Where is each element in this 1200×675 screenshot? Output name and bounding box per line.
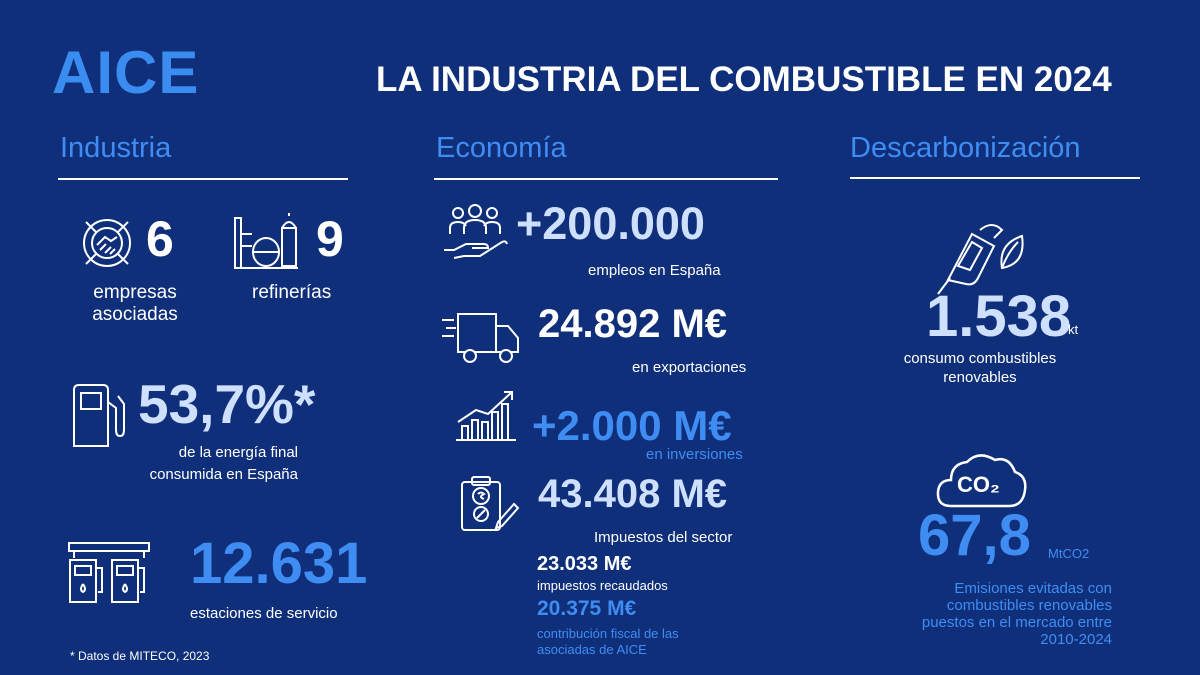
energia-value: 53,7%*: [138, 373, 316, 435]
energia-label: de la energía final consumida en España: [110, 444, 298, 483]
renovables-label-line2: renovables: [943, 369, 1017, 386]
renovables-unit: kt: [1068, 322, 1079, 337]
refinerias-value: 9: [316, 211, 344, 267]
contribucion-label-line1: contribución fiscal de las: [537, 626, 679, 641]
delivery-truck-icon: [440, 310, 520, 366]
empresas-value: 6: [146, 211, 174, 267]
people-hand-icon: [442, 204, 508, 262]
estaciones-value: 12.631: [190, 531, 368, 596]
divider-industria: [58, 178, 348, 180]
emisiones-label-line1: Emisiones evitadas con: [954, 580, 1112, 597]
growth-chart-icon: [454, 388, 518, 444]
divider-economia: [434, 178, 778, 180]
fuel-pump-icon: [70, 382, 128, 450]
co2-label: CO₂: [957, 472, 1000, 497]
contribucion-value: 20.375 M€: [537, 597, 637, 620]
inversiones-label: en inversiones: [646, 446, 743, 463]
emisiones-label-line3: puestos en el mercado entre: [921, 614, 1112, 631]
energia-label-line1: de la energía final: [178, 444, 298, 461]
exportaciones-label: en exportaciones: [632, 359, 747, 376]
footnote: * Datos de MITECO, 2023: [70, 649, 210, 663]
exportaciones-value: 24.892 M€: [538, 302, 728, 346]
refinerias-label: refinerías: [252, 282, 332, 303]
renovables-value: 1.538: [926, 284, 1072, 349]
tax-document-icon: [458, 474, 520, 532]
section-title-industria: Industria: [60, 132, 172, 164]
empleos-value: +200.000: [516, 198, 705, 249]
recaudados-value: 23.033 M€: [537, 553, 632, 575]
emisiones-unit: MtCO2: [1048, 546, 1090, 561]
page-title: LA INDUSTRIA DEL COMBUSTIBLE EN 2024: [376, 60, 1112, 99]
aice-logo: AICE: [52, 39, 200, 106]
fuel-nozzle-leaf-icon: [928, 220, 1024, 300]
contribucion-label-line2: asociadas de AICE: [537, 642, 647, 657]
emisiones-value: 67,8: [918, 503, 1031, 568]
empresas-label-line2: asociadas: [92, 304, 178, 325]
renovables-label: consumo combustibles renovables: [880, 350, 1080, 386]
empleos-label: empleos en España: [588, 262, 721, 279]
section-title-descarbonizacion: Descarbonización: [850, 132, 1081, 164]
emisiones-label: Emisiones evitadas con combustibles reno…: [890, 580, 1112, 648]
energia-label-line2: consumida en España: [149, 466, 298, 483]
impuestos-label: Impuestos del sector: [594, 529, 733, 546]
section-title-economia: Economía: [436, 132, 567, 164]
emisiones-label-line2: combustibles renovables: [946, 597, 1112, 614]
emisiones-label-line4: 2010-2024: [1040, 631, 1112, 648]
inversiones-value: +2.000 M€: [532, 402, 732, 449]
handshake-gear-icon: [76, 212, 138, 274]
renovables-label-line1: consumo combustibles: [903, 350, 1057, 367]
refinery-icon: [232, 212, 300, 270]
estaciones-label: estaciones de servicio: [190, 605, 338, 622]
co2-cloud-icon: CO₂: [935, 452, 1027, 510]
gas-station-icon: [66, 540, 156, 606]
impuestos-value: 43.408 M€: [538, 472, 728, 516]
empresas-label-line1: empresas: [93, 282, 177, 303]
empresas-label: empresas asociadas: [70, 282, 200, 326]
recaudados-label: impuestos recaudados: [537, 578, 668, 593]
contribucion-label: contribución fiscal de las asociadas de …: [537, 626, 679, 657]
divider-descarbonizacion: [850, 177, 1140, 179]
